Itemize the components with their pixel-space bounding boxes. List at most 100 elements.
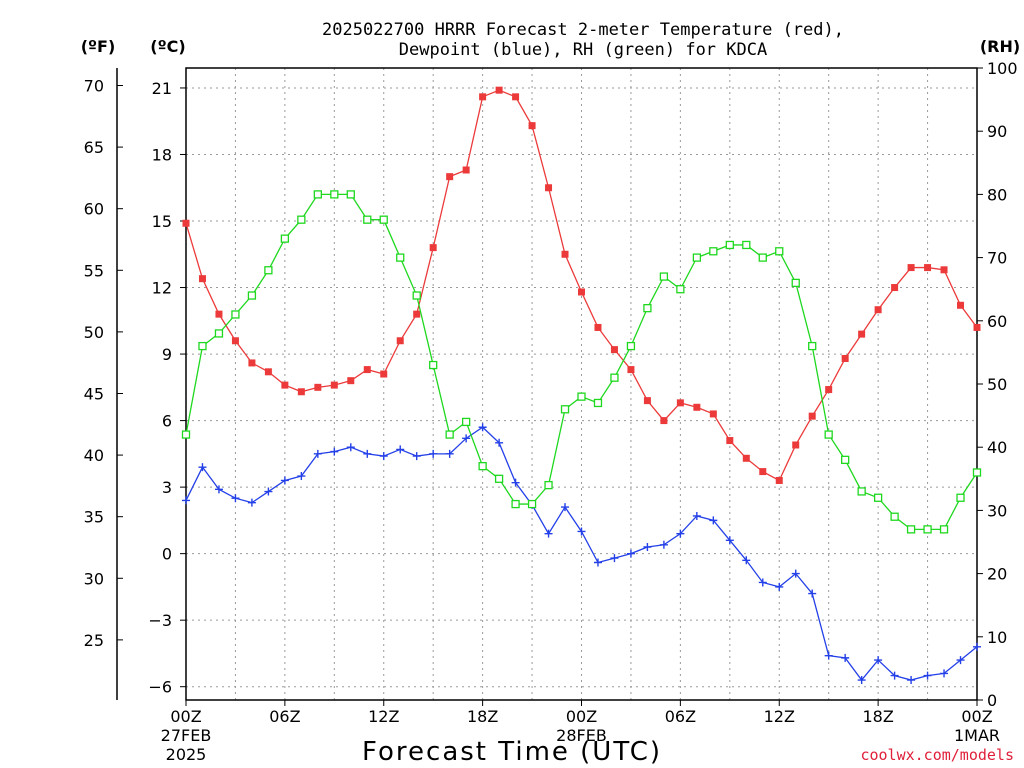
fahrenheit-tick-label: 50 — [84, 323, 104, 342]
chart-title-line1: 2025022700 HRRR Forecast 2-meter Tempera… — [322, 20, 844, 40]
dewpoint-point — [890, 671, 899, 680]
x-tick-label: 18Z — [862, 707, 893, 726]
rh-tick-label: 40 — [987, 438, 1007, 457]
dewpoint-point — [874, 656, 883, 665]
temperature-point — [495, 86, 503, 94]
dewpoint-point — [363, 449, 372, 458]
temperature-point — [693, 403, 701, 411]
celsius-tick-label: 21 — [152, 79, 172, 98]
dewpoint-point — [231, 494, 240, 503]
dewpoint-point — [956, 656, 965, 665]
temperature-point — [973, 323, 981, 331]
dewpoint-point — [330, 447, 339, 456]
temperature-point — [676, 399, 684, 407]
x-tick-label: 12Z — [368, 707, 399, 726]
dewpoint-point — [495, 438, 504, 447]
rh-point — [692, 253, 702, 262]
temperature-point — [429, 244, 437, 252]
temperature-point — [528, 122, 536, 130]
celsius-tick-label: 12 — [152, 279, 172, 298]
dewpoint-point — [857, 676, 866, 685]
rh-point — [593, 398, 603, 408]
dewpoint-point — [214, 485, 223, 494]
dewpoint-point — [346, 443, 355, 452]
rh-point — [478, 462, 487, 471]
fahrenheit-tick-label: 25 — [84, 631, 104, 650]
celsius-tick-label: −3 — [148, 611, 172, 630]
temperature-point — [545, 184, 553, 192]
temperature-point — [808, 412, 816, 420]
celsius-tick-label: 18 — [152, 145, 172, 164]
celsius-tick-label: 9 — [162, 345, 172, 364]
rh-point — [412, 291, 421, 300]
fahrenheit-tick-label: 60 — [84, 200, 104, 219]
dewpoint-point — [610, 554, 619, 563]
temperature-point — [281, 381, 289, 389]
dewpoint-point — [709, 516, 718, 525]
celsius-tick-label: 0 — [162, 545, 172, 564]
rh-tick-label: 50 — [987, 375, 1007, 394]
x-tick-label: 00Z — [170, 707, 201, 726]
rh-tick-label: 90 — [987, 122, 1007, 141]
dewpoint-point — [775, 582, 784, 591]
x-tick-label: 00Z — [566, 707, 597, 726]
temperature-point — [215, 310, 223, 318]
rh-tick-label: 70 — [987, 249, 1007, 268]
rh-point — [346, 190, 355, 199]
temperature-point — [874, 306, 882, 314]
rh-tick-label: 60 — [987, 312, 1007, 331]
data-series — [181, 86, 982, 685]
rh-point — [857, 487, 866, 496]
celsius-tick-label: 15 — [152, 212, 172, 231]
rh-point — [280, 234, 290, 243]
temperature-point — [610, 346, 618, 354]
temperature-point — [627, 366, 635, 374]
dewpoint-point — [462, 434, 471, 443]
rh-point — [247, 291, 257, 300]
rh-tick-label: 80 — [987, 185, 1007, 204]
dewpoint-point — [412, 452, 421, 461]
rh-point — [939, 525, 949, 534]
x-tick-label: 18Z — [467, 707, 498, 726]
dewpoint-point — [396, 445, 405, 454]
tick-labels: −6 −3 0 3 6 9 12 15 18 21 25 30 35 40 45 50 55 60 65 70 0 10 2… — [84, 59, 1018, 764]
rh-point — [626, 341, 636, 351]
dewpoint-point — [907, 676, 916, 685]
series-rh — [181, 190, 982, 534]
rh-point — [330, 190, 339, 199]
temperature-point — [924, 264, 932, 272]
temperature-point — [264, 368, 272, 376]
temperature-point — [330, 381, 338, 389]
rh-point — [181, 430, 191, 439]
fahrenheit-tick-label: 55 — [84, 261, 104, 280]
fahrenheit-tick-label: 70 — [84, 76, 104, 95]
dewpoint-point — [297, 472, 306, 481]
rh-point — [643, 304, 652, 313]
dewpoint-point — [659, 540, 668, 549]
temperature-point — [594, 323, 602, 331]
temperature-point — [396, 337, 404, 345]
temperature-point — [775, 476, 783, 484]
dewpoint-point — [758, 578, 767, 587]
fahrenheit-tick-label: 30 — [84, 569, 104, 588]
dewpoint-point — [478, 423, 487, 432]
celsius-unit-label: (ºC) — [150, 37, 185, 56]
dewpoint-point — [280, 476, 289, 485]
temperature-point — [297, 388, 305, 396]
rh-point — [297, 215, 306, 224]
fahrenheit-unit-label: (ºF) — [81, 37, 116, 56]
rh-tick-label: 100 — [987, 59, 1018, 78]
dewpoint-point — [182, 496, 190, 505]
dewpoint-point — [313, 449, 322, 458]
rh-point — [775, 247, 784, 256]
temperature-point — [792, 441, 800, 449]
rh-point — [511, 499, 520, 509]
rh-point — [676, 285, 685, 294]
rh-point — [824, 430, 833, 439]
series-dewpoint — [182, 423, 981, 685]
temperature-point — [479, 93, 487, 101]
x-date-label: 28FEB — [556, 726, 607, 745]
rh-point — [544, 480, 553, 490]
